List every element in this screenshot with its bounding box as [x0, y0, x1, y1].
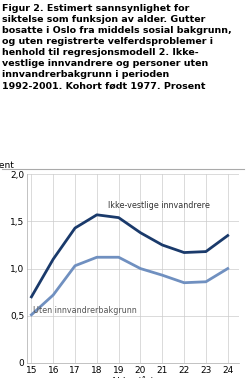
Text: Ikke-vestlige innvandrere: Ikke-vestlige innvandrere: [108, 201, 210, 210]
Text: Figur 2. Estimert sannsynlighet for
siktelse som funksjon av alder. Gutter
bosat: Figur 2. Estimert sannsynlighet for sikt…: [2, 4, 232, 90]
Text: Uten innvandrerbakgrunn: Uten innvandrerbakgrunn: [32, 306, 136, 315]
Text: Prosent: Prosent: [0, 161, 15, 170]
